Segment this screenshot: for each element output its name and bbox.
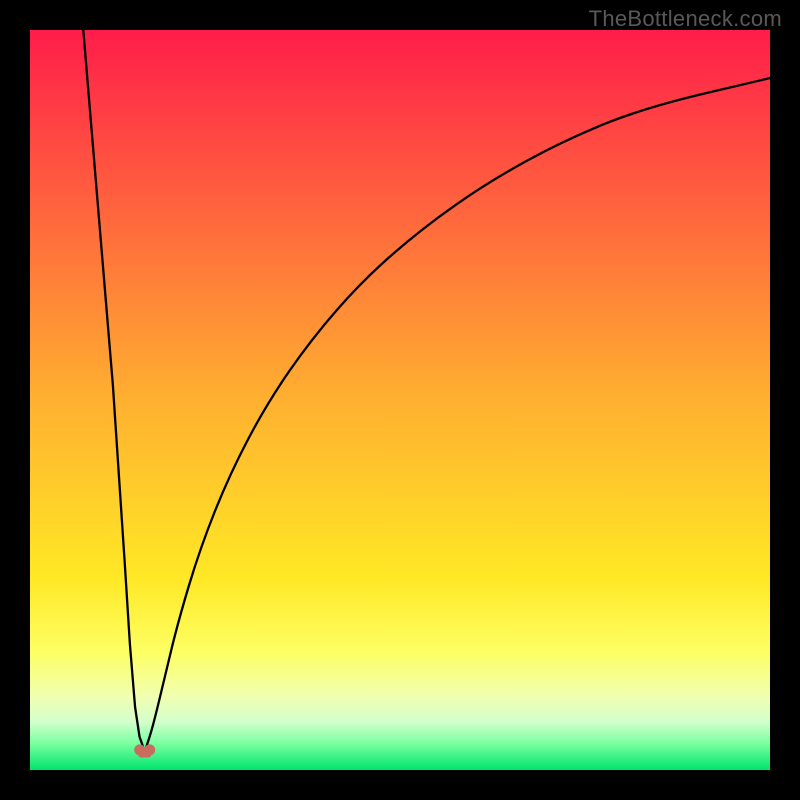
gradient-background [30, 30, 770, 770]
chart-frame: TheBottleneck.com [0, 0, 800, 800]
bottleneck-plot [30, 30, 770, 770]
watermark-text: TheBottleneck.com [589, 6, 782, 32]
